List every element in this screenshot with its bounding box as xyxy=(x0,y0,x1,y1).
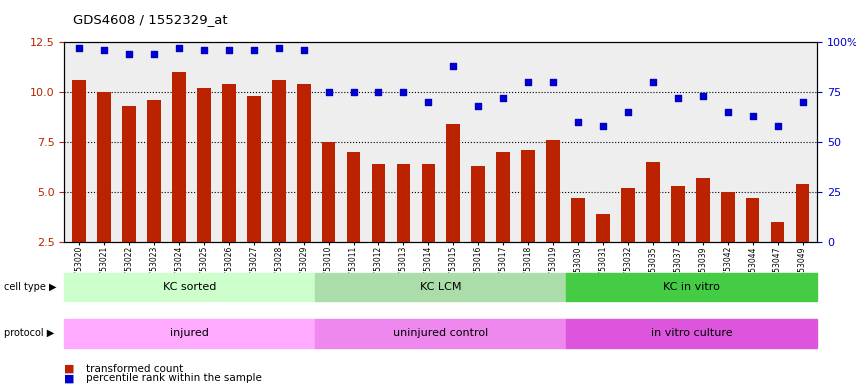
Bar xyxy=(421,164,435,292)
Bar xyxy=(621,188,635,292)
Point xyxy=(347,89,360,95)
Point xyxy=(396,89,410,95)
Bar xyxy=(696,178,710,292)
Bar xyxy=(122,106,136,292)
Point xyxy=(746,113,759,119)
Text: KC LCM: KC LCM xyxy=(420,282,461,292)
Point xyxy=(172,45,186,51)
Text: injured: injured xyxy=(170,328,209,338)
Text: uninjured control: uninjured control xyxy=(393,328,489,338)
Text: protocol ▶: protocol ▶ xyxy=(4,328,55,338)
Bar xyxy=(272,80,286,292)
Bar xyxy=(297,84,311,292)
Bar xyxy=(796,184,810,292)
Bar xyxy=(496,152,510,292)
Point xyxy=(372,89,385,95)
Bar xyxy=(147,100,161,292)
Point xyxy=(122,51,136,57)
Text: GDS4608 / 1552329_at: GDS4608 / 1552329_at xyxy=(73,13,228,26)
Bar xyxy=(721,192,734,292)
Point xyxy=(247,47,260,53)
Text: KC in vitro: KC in vitro xyxy=(663,282,721,292)
Bar xyxy=(521,150,535,292)
Bar xyxy=(447,124,461,292)
Bar xyxy=(98,92,111,292)
Point xyxy=(147,51,161,57)
Bar xyxy=(571,198,585,292)
Point xyxy=(521,79,535,85)
Point xyxy=(621,109,635,115)
Bar xyxy=(197,88,211,292)
Text: percentile rank within the sample: percentile rank within the sample xyxy=(86,373,261,383)
Point xyxy=(72,45,86,51)
Point xyxy=(770,123,784,129)
Point xyxy=(696,93,710,99)
Text: ■: ■ xyxy=(64,373,74,383)
Text: ■: ■ xyxy=(64,364,74,374)
Bar xyxy=(247,96,260,292)
Bar xyxy=(596,214,609,292)
Bar xyxy=(372,164,385,292)
Point xyxy=(796,99,810,105)
Point xyxy=(272,45,286,51)
Bar xyxy=(770,222,784,292)
Text: in vitro culture: in vitro culture xyxy=(651,328,733,338)
Point xyxy=(421,99,435,105)
Bar xyxy=(396,164,410,292)
Point xyxy=(222,47,235,53)
Text: transformed count: transformed count xyxy=(86,364,183,374)
Bar xyxy=(172,72,186,292)
Point xyxy=(322,89,336,95)
Bar xyxy=(322,142,336,292)
Point xyxy=(596,123,609,129)
Bar xyxy=(347,152,360,292)
Bar xyxy=(567,319,817,348)
Bar xyxy=(567,273,817,301)
Bar xyxy=(315,273,567,301)
Point xyxy=(546,79,560,85)
Bar xyxy=(646,162,660,292)
Bar xyxy=(472,166,485,292)
Point xyxy=(721,109,734,115)
Point xyxy=(447,63,461,69)
Point xyxy=(646,79,660,85)
Point xyxy=(571,119,585,125)
Bar xyxy=(64,273,315,301)
Bar xyxy=(546,140,560,292)
Point xyxy=(671,95,685,101)
Point xyxy=(197,47,211,53)
Bar xyxy=(64,319,315,348)
Point xyxy=(98,47,111,53)
Point xyxy=(297,47,311,53)
Bar xyxy=(222,84,235,292)
Bar xyxy=(315,319,567,348)
Point xyxy=(472,103,485,109)
Text: KC sorted: KC sorted xyxy=(163,282,217,292)
Point xyxy=(496,95,510,101)
Text: cell type ▶: cell type ▶ xyxy=(4,282,56,292)
Bar xyxy=(746,198,759,292)
Bar xyxy=(72,80,86,292)
Bar xyxy=(671,186,685,292)
